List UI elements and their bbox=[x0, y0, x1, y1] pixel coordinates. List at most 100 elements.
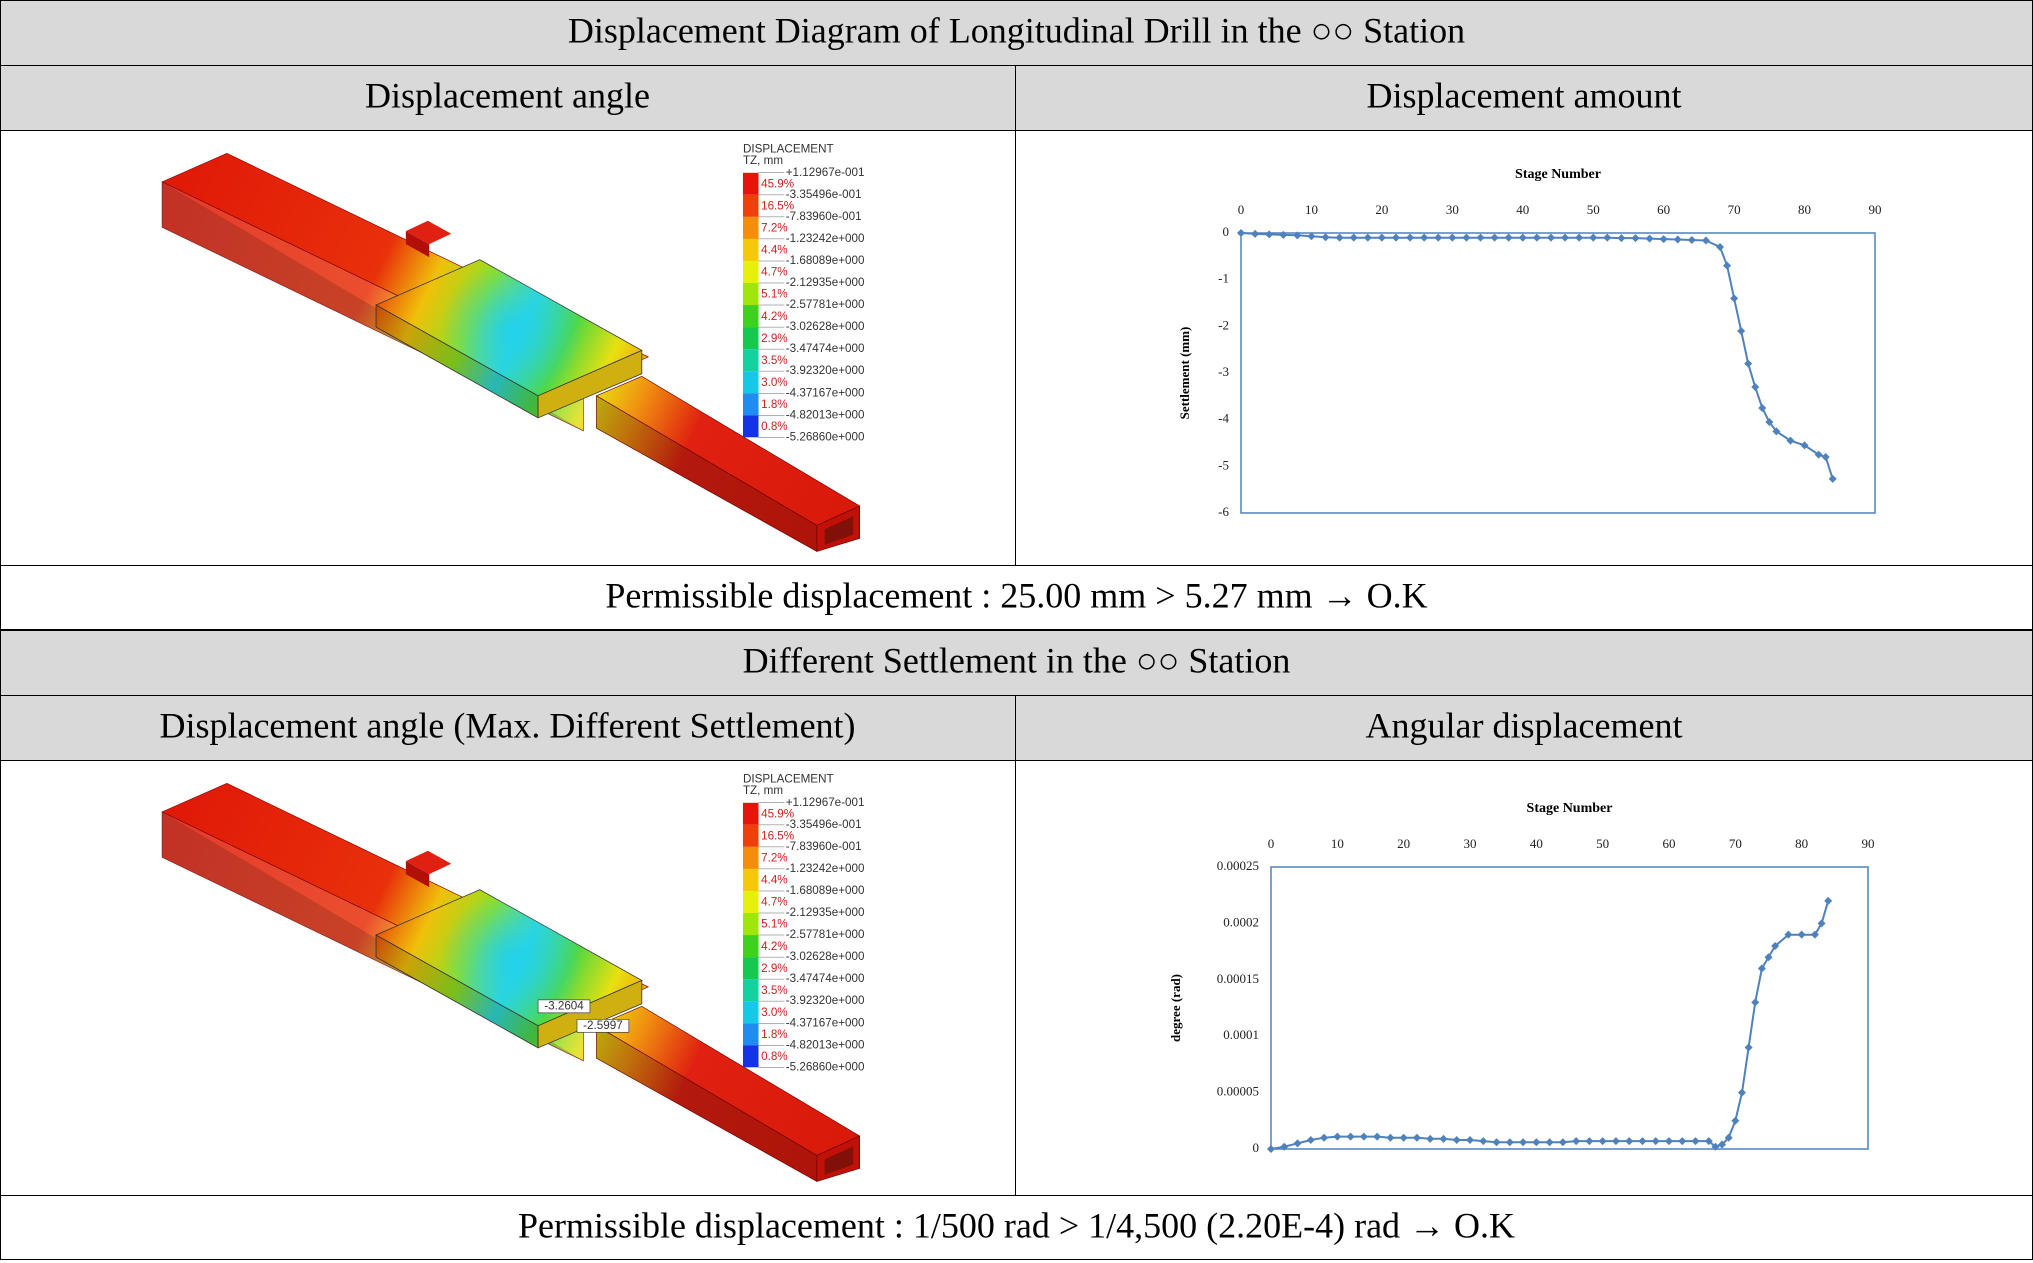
chart: Stage Number degree (rad) 0 10 20 30 40 50 60 70 8… bbox=[1168, 801, 1875, 1155]
data-point bbox=[1611, 1137, 1620, 1146]
data-point bbox=[1751, 383, 1760, 391]
data-point bbox=[1758, 404, 1767, 412]
data-point bbox=[1448, 233, 1457, 242]
legend-swatch bbox=[742, 393, 759, 416]
x-tick-label: 80 bbox=[1795, 836, 1808, 851]
legend-level: -7.83960e-001 bbox=[786, 840, 862, 853]
data-point bbox=[1704, 1137, 1713, 1146]
data-point bbox=[1771, 941, 1780, 950]
legend-title: DISPLACEMENT bbox=[743, 143, 834, 156]
annotation: -3.2604 bbox=[544, 999, 584, 1012]
legend-percentage: 4.7% bbox=[761, 896, 788, 909]
legend-percentage: 1.8% bbox=[761, 1028, 788, 1041]
x-tick-label: 90 bbox=[1862, 836, 1875, 851]
x-tick-label: 50 bbox=[1596, 836, 1609, 851]
section-title: Different Settlement in the ○○ Station bbox=[743, 640, 1291, 680]
data-point bbox=[1678, 1137, 1687, 1146]
data-point bbox=[1757, 964, 1766, 973]
header-cell bbox=[1015, 65, 2033, 131]
legend-swatch bbox=[742, 1045, 759, 1068]
column-header: Displacement amount bbox=[1367, 75, 1682, 115]
data-point bbox=[1673, 235, 1682, 244]
section: Displacement Diagram of Longitudinal Dri… bbox=[0, 0, 2033, 630]
data-point bbox=[1737, 327, 1746, 335]
x-tick-label: 20 bbox=[1375, 202, 1388, 217]
data-point bbox=[1589, 233, 1598, 242]
data-point bbox=[1824, 896, 1833, 905]
x-tick-label: 40 bbox=[1516, 202, 1529, 217]
y-tick-label: -4 bbox=[1218, 411, 1229, 426]
y-tick-label: 0.00005 bbox=[1217, 1084, 1259, 1099]
legend-swatch bbox=[742, 327, 759, 350]
legend-level: -4.82013e+000 bbox=[786, 408, 865, 421]
data-point bbox=[1452, 1135, 1461, 1144]
data-point bbox=[1730, 294, 1739, 303]
plot-frame bbox=[1270, 866, 1869, 1150]
data-point bbox=[1359, 1132, 1368, 1141]
legend-level: +1.12967e-001 bbox=[786, 166, 865, 179]
data-point bbox=[1532, 233, 1541, 242]
x-tick-label: 0 bbox=[1238, 202, 1245, 217]
legend-level: -3.02628e+000 bbox=[786, 320, 865, 333]
legend-level: -4.37167e+000 bbox=[786, 386, 865, 399]
legend-swatch bbox=[742, 216, 759, 239]
data-point bbox=[1412, 1133, 1421, 1142]
data-point bbox=[1349, 233, 1358, 242]
legend-swatch bbox=[742, 1023, 759, 1046]
legend-swatch bbox=[742, 172, 759, 195]
data-point bbox=[1723, 261, 1732, 270]
x-tick-label: 90 bbox=[1869, 202, 1882, 217]
legend-percentage: 4.2% bbox=[761, 940, 788, 953]
data-point bbox=[1786, 436, 1795, 445]
data-point bbox=[1617, 234, 1626, 243]
data-point bbox=[1434, 233, 1443, 242]
x-tick-label: 30 bbox=[1464, 836, 1477, 851]
legend-swatch bbox=[742, 912, 759, 936]
data-point bbox=[1731, 1116, 1740, 1125]
legend-percentage: 45.9% bbox=[761, 808, 794, 821]
x-tick-label: 60 bbox=[1657, 202, 1670, 217]
y-tick-label: 0.00015 bbox=[1217, 971, 1259, 986]
legend-level: -2.12935e+000 bbox=[786, 906, 865, 919]
content-cell bbox=[1015, 130, 2033, 566]
data-point bbox=[1373, 1132, 1382, 1141]
legend-subtitle: TZ, mm bbox=[743, 784, 783, 797]
x-tick-label: 40 bbox=[1530, 836, 1543, 851]
legend-level: -4.37167e+000 bbox=[786, 1016, 865, 1029]
y-tick-label: -2 bbox=[1218, 317, 1229, 332]
data-point bbox=[1504, 233, 1513, 242]
data-point bbox=[1307, 232, 1316, 241]
data-point bbox=[1744, 1043, 1753, 1052]
y-axis-label: degree (rad) bbox=[1168, 974, 1183, 1042]
footer-cell bbox=[0, 565, 2033, 630]
legend-swatch bbox=[742, 979, 759, 1002]
data-point bbox=[1476, 233, 1485, 242]
legend-percentage: 4.4% bbox=[761, 244, 788, 257]
data-point bbox=[1765, 418, 1774, 426]
y-tick-label: 0 bbox=[1253, 1140, 1260, 1155]
section: Different Settlement in the ○○ Station Di… bbox=[0, 630, 2033, 1260]
legend-percentage: 4.7% bbox=[761, 266, 788, 279]
x-tick-label: 70 bbox=[1729, 836, 1742, 851]
legend-percentage: 2.9% bbox=[761, 962, 788, 975]
data-point bbox=[1306, 1135, 1315, 1144]
legend-percentage: 2.9% bbox=[761, 332, 788, 345]
y-tick-label: -1 bbox=[1218, 271, 1229, 286]
x-tick-label: 10 bbox=[1331, 836, 1344, 851]
footer-text: Permissible displacement : 1/500 rad > 1… bbox=[518, 1205, 1515, 1245]
data-point bbox=[1237, 229, 1245, 237]
legend-level: -1.23242e+000 bbox=[786, 232, 865, 245]
x-tick-label: 0 bbox=[1268, 836, 1275, 851]
data-point bbox=[1426, 1134, 1435, 1143]
legend-level: -3.92320e+000 bbox=[786, 364, 865, 377]
y-tick-label: -3 bbox=[1218, 364, 1229, 379]
section-title: Displacement Diagram of Longitudinal Dri… bbox=[568, 10, 1465, 50]
data-point bbox=[1265, 230, 1274, 239]
data-point bbox=[1391, 233, 1400, 242]
x-tick-label: 30 bbox=[1446, 202, 1459, 217]
legend-level: -3.47474e+000 bbox=[786, 972, 865, 985]
legend-title: DISPLACEMENT bbox=[743, 773, 834, 786]
legend-subtitle: TZ, mm bbox=[743, 154, 783, 167]
data-point bbox=[1821, 453, 1830, 461]
legend-percentage: 16.5% bbox=[761, 200, 794, 213]
